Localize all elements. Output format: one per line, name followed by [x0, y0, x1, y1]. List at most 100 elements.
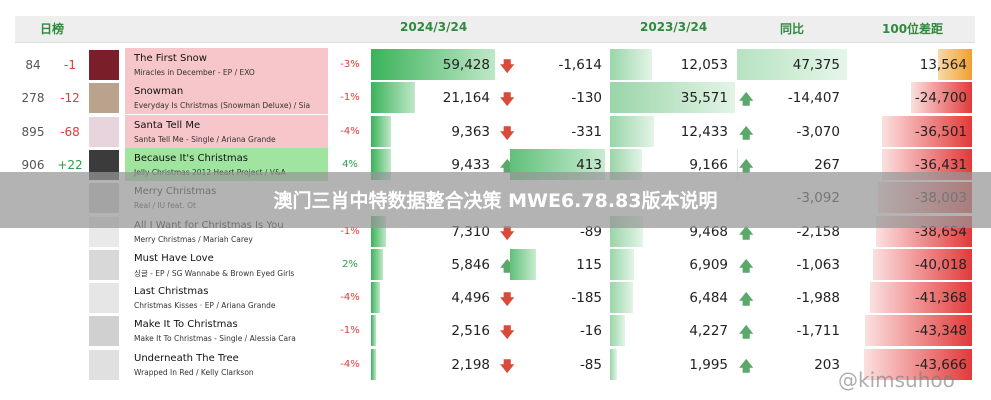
- value-2023: 4,227: [689, 323, 728, 340]
- arrow: 🡅: [739, 225, 754, 242]
- diff: 115: [576, 256, 602, 273]
- title-bg: [125, 48, 328, 81]
- diff: -1,614: [558, 57, 602, 73]
- bar-gap: [869, 282, 972, 314]
- arrow: 🡇: [500, 92, 515, 109]
- value-2024: 9,363: [451, 123, 490, 140]
- song-subtitle: Wrapped In Red / Kelly Clarkson: [134, 367, 254, 377]
- bar-yoy: [737, 148, 738, 180]
- banner: 澳门三肖中特数据整合决策 MWE6.78.83版本说明: [273, 190, 718, 212]
- arrow: 🡇: [500, 325, 515, 342]
- diff: -16: [579, 323, 602, 340]
- cover: [89, 349, 119, 380]
- rank-change: -12: [60, 91, 80, 106]
- header: 同比: [780, 22, 805, 36]
- gap: -36,431: [914, 156, 967, 173]
- value-2023: 9,166: [689, 156, 728, 173]
- bar-gap: [881, 115, 972, 147]
- bar-diff: [510, 248, 537, 280]
- bar-2024: [371, 348, 376, 380]
- bar-2023: [610, 49, 653, 80]
- bar-2024: [371, 82, 416, 114]
- gap: -43,666: [914, 356, 967, 373]
- song-title: Santa Tell Me: [134, 119, 201, 131]
- header: 2023/3/24: [640, 20, 708, 34]
- bar-2024: [371, 282, 381, 314]
- song-subtitle: Miracles in December - EP / EXO: [134, 68, 255, 77]
- yoy: -3,070: [796, 123, 840, 140]
- pct: 4%: [342, 158, 358, 170]
- bar-2024: [371, 49, 495, 80]
- diff: 413: [576, 156, 602, 173]
- bar-gap: [873, 248, 972, 280]
- bar-gap: [864, 348, 972, 380]
- diff: -85: [579, 356, 602, 373]
- arrow: 🡅: [739, 358, 754, 375]
- rank-change: -1: [64, 58, 76, 72]
- value-2023: 35,571: [680, 90, 728, 107]
- arrow: 🡅: [739, 92, 754, 109]
- arrow: 🡇: [500, 59, 515, 75]
- song-subtitle: Everyday Is Christmas (Snowman Deluxe) /…: [134, 101, 311, 111]
- song-title: The First Snow: [134, 53, 207, 64]
- banner-bg: [0, 172, 991, 228]
- value-2024: 21,164: [442, 90, 490, 107]
- yoy: -1,063: [796, 256, 840, 273]
- header: 100位差距: [882, 22, 944, 36]
- watermark: @kimsuhoo: [838, 368, 955, 392]
- gap: 13,564: [919, 57, 967, 73]
- value-2024: 4,496: [451, 290, 490, 307]
- rank: 906: [21, 157, 45, 172]
- diff: -185: [571, 290, 602, 307]
- cover: [89, 83, 119, 114]
- bar-gap: [910, 82, 972, 114]
- diff: -331: [571, 123, 602, 140]
- arrow: 🡇: [500, 358, 515, 375]
- value-2024: 9,433: [451, 156, 490, 173]
- gap: -40,018: [914, 256, 967, 273]
- rank: 895: [21, 124, 45, 139]
- bar-2023: [610, 82, 735, 114]
- cover: [89, 249, 119, 280]
- song-title: Must Have Love: [134, 252, 214, 264]
- gap: -43,348: [914, 323, 967, 340]
- bar-2024: [371, 315, 377, 347]
- song-subtitle: Merry Christmas / Mariah Carey: [134, 234, 253, 244]
- cover: [89, 50, 119, 80]
- header-bg: [15, 16, 975, 43]
- pct: -4%: [340, 292, 360, 304]
- song-title: Underneath The Tree: [134, 352, 239, 364]
- song-title: Snowman: [134, 86, 184, 98]
- cover: [89, 316, 119, 347]
- song-subtitle: Santa Tell Me - Single / Ariana Grande: [134, 134, 276, 144]
- bar-yoy: [737, 49, 847, 80]
- yoy: -1,711: [796, 323, 840, 340]
- song-subtitle: 싱글 - EP / SG Wannabe & Brown Eyed Girls: [134, 268, 295, 278]
- bar-2023: [610, 115, 654, 147]
- value-2023: 1,995: [689, 356, 728, 373]
- header: 日榜: [40, 22, 65, 36]
- bar-2024: [371, 248, 384, 280]
- bar-gap: [864, 315, 972, 347]
- pct: -4%: [340, 125, 360, 137]
- pct: -1%: [340, 325, 360, 337]
- diff: -130: [571, 90, 602, 107]
- song-subtitle: Make It To Christmas - Single / Alessia …: [134, 334, 296, 344]
- pct: -4%: [340, 358, 360, 370]
- pct: -3%: [340, 59, 360, 70]
- bar-2023: [610, 315, 625, 347]
- song-title: Make It To Christmas: [134, 319, 238, 331]
- bar-2024: [371, 115, 391, 147]
- title-bg: [125, 81, 328, 115]
- song-title: Last Christmas: [134, 286, 209, 298]
- value-2024: 5,846: [451, 256, 490, 273]
- value-2023: 12,433: [680, 123, 728, 140]
- arrow: 🡅: [739, 258, 754, 275]
- arrow: 🡅: [739, 292, 754, 309]
- title-bg: [125, 114, 328, 148]
- value-2024: 2,198: [451, 356, 490, 373]
- gap: -36,501: [914, 123, 967, 140]
- value-2023: 12,053: [680, 57, 728, 73]
- arrow: 🡅: [739, 158, 754, 175]
